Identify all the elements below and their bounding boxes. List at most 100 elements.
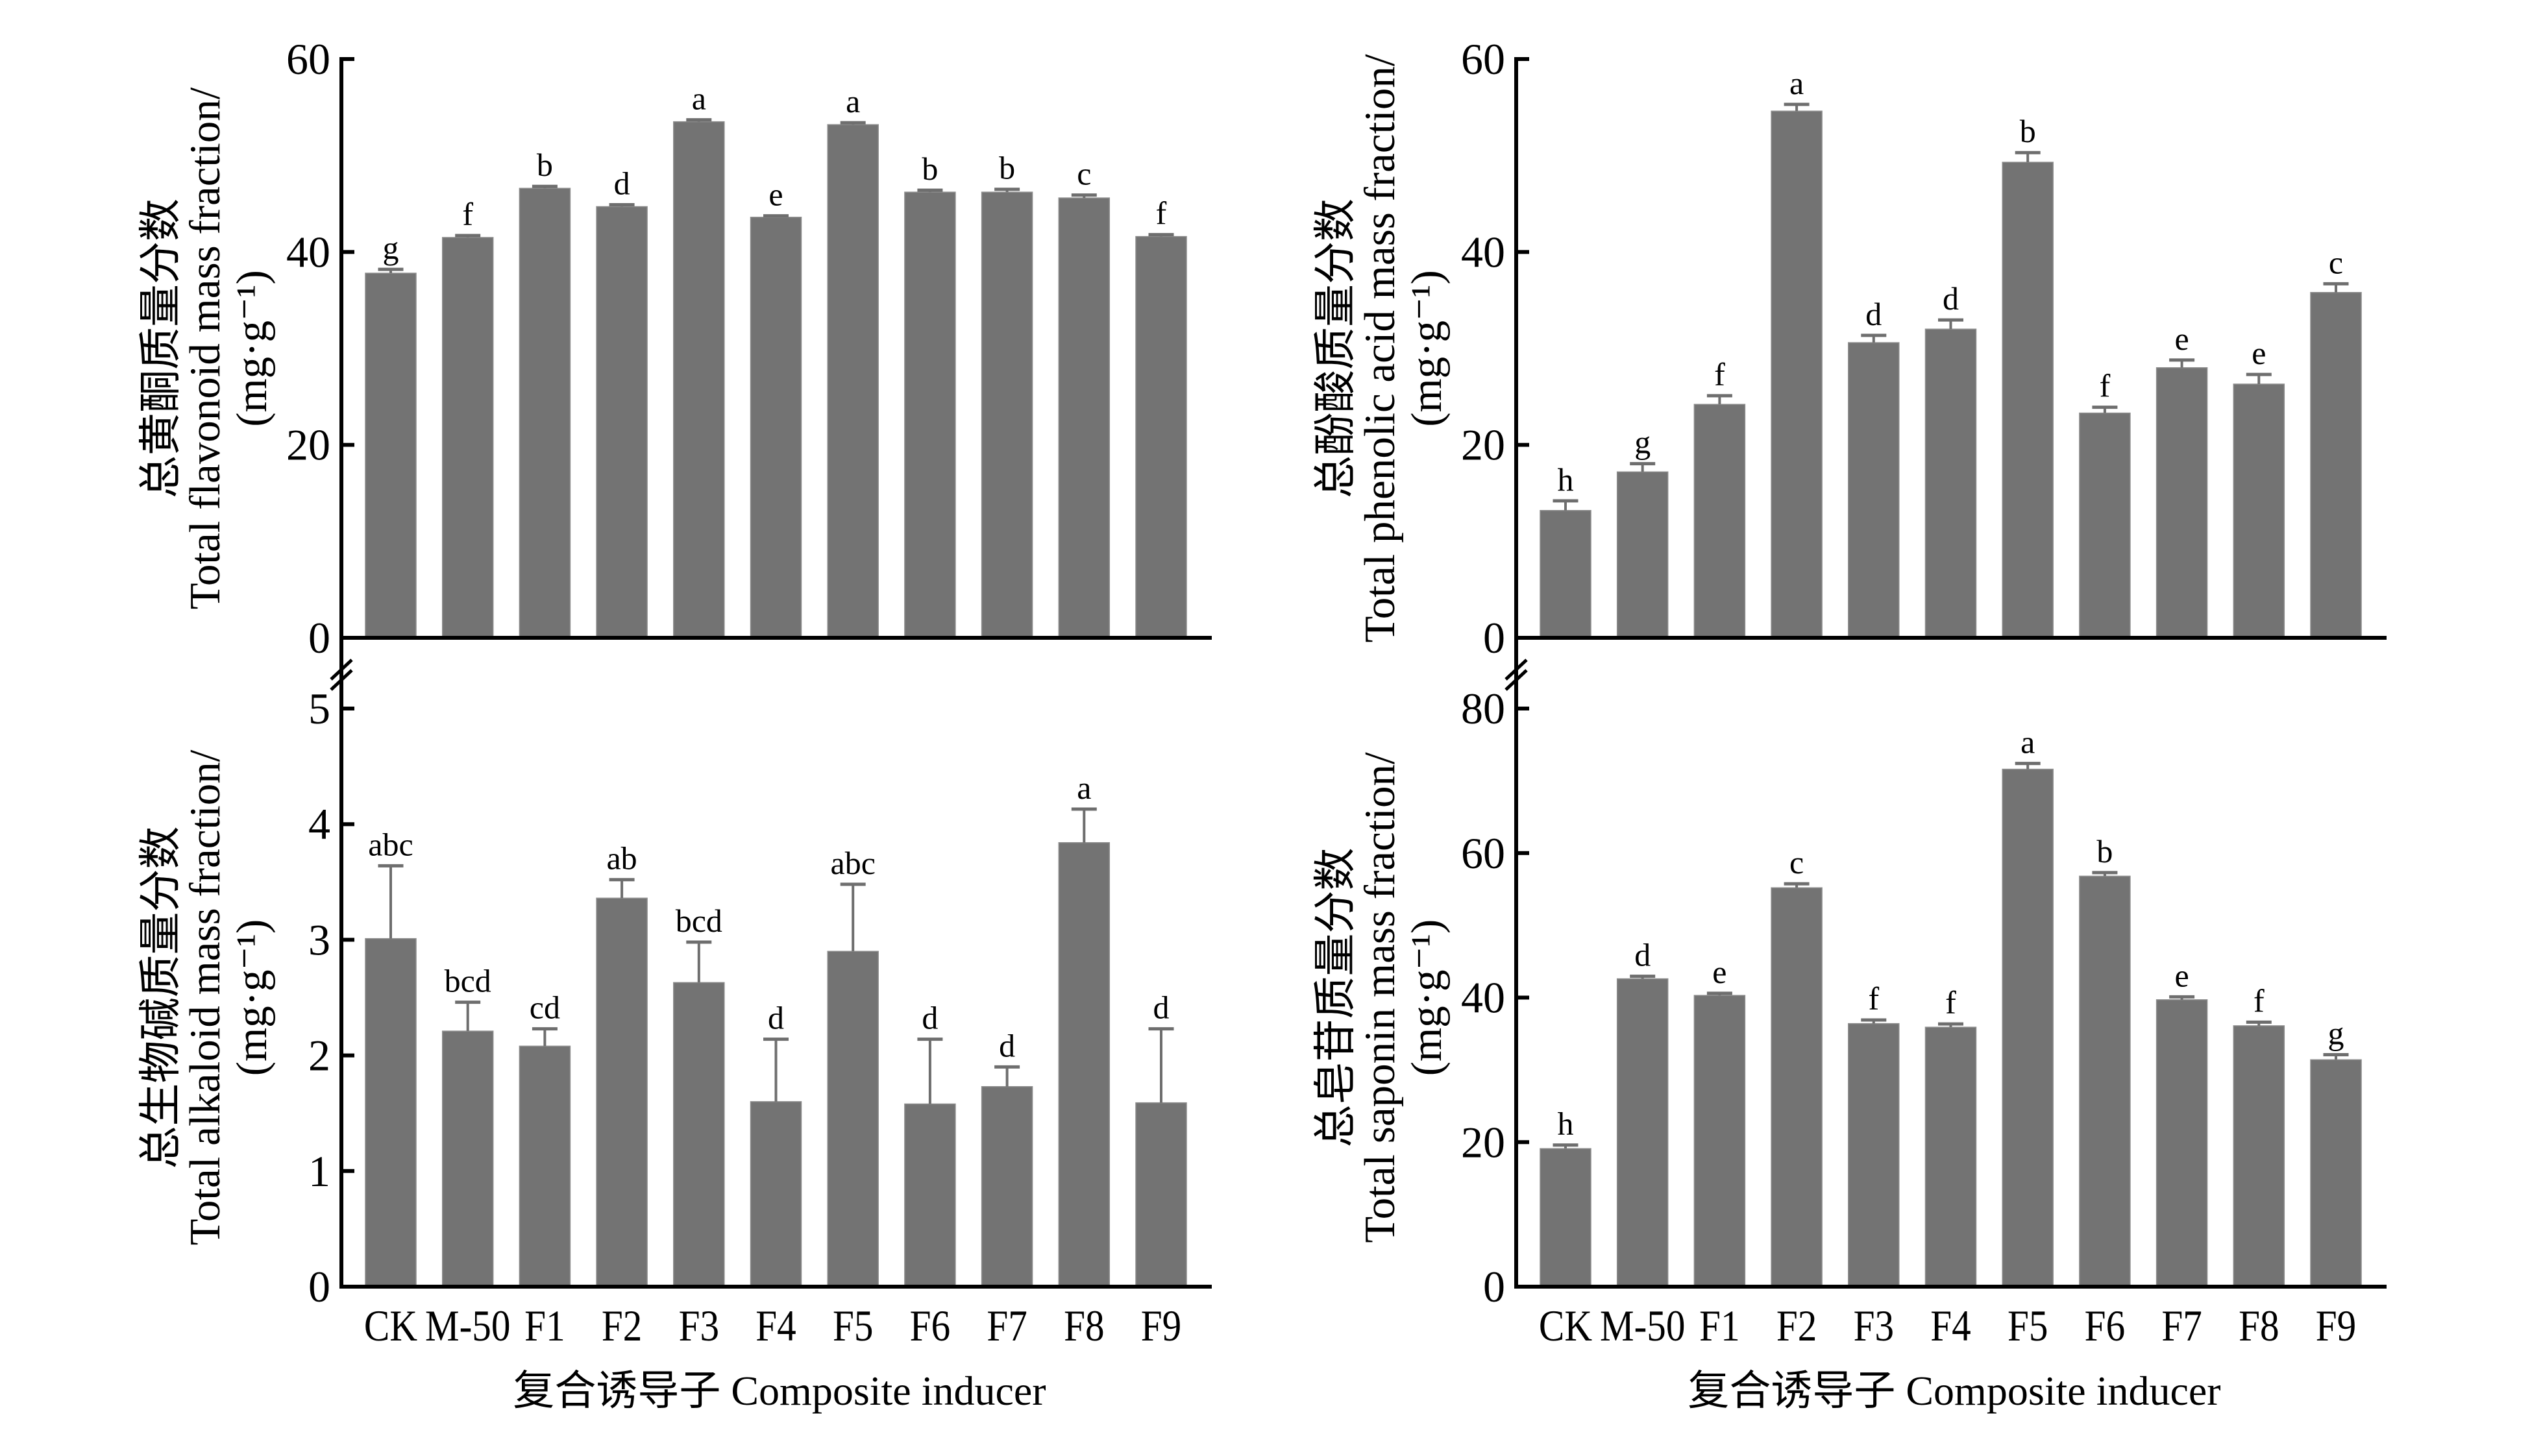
significance-label-f3: a bbox=[692, 80, 706, 117]
bar-f7 bbox=[2155, 999, 2208, 1287]
significance-label-f8: e bbox=[2252, 335, 2266, 371]
bar-f3 bbox=[673, 121, 725, 638]
ytick-label: 20 bbox=[1461, 420, 1505, 470]
panel-bottom-left: abc CK bcd M-50 cd F1 ab F2 bcd F3 d F4 abc F5 d F6 d F7 a… bbox=[138, 638, 1212, 1414]
significance-label-f1: b bbox=[537, 147, 553, 183]
bar-f6 bbox=[904, 191, 956, 638]
bar-f6 bbox=[2079, 412, 2131, 638]
y-axis-label-line-1: 总生物碱质量分数 bbox=[138, 827, 185, 1169]
xtick-label-f3: F3 bbox=[679, 1301, 719, 1350]
bar-f6 bbox=[904, 1103, 956, 1287]
ytick-label: 4 bbox=[308, 799, 330, 849]
xtick-label-f7: F7 bbox=[987, 1301, 1027, 1350]
significance-label-ck: abc bbox=[368, 826, 413, 862]
xtick-label-f2: F2 bbox=[1776, 1301, 1817, 1350]
bar-f2 bbox=[1771, 887, 1823, 1287]
bar-m-50 bbox=[1616, 471, 1669, 638]
axis-break-mark bbox=[1504, 659, 1528, 681]
bar-f1 bbox=[519, 1045, 571, 1287]
ytick-label: 80 bbox=[1461, 684, 1505, 733]
ytick-label: 60 bbox=[1461, 829, 1505, 878]
axis-break-mark bbox=[330, 669, 353, 691]
significance-label-m-50: d bbox=[1634, 937, 1651, 973]
xtick-label-ck: CK bbox=[364, 1301, 417, 1350]
xtick-label-f4: F4 bbox=[1930, 1301, 1971, 1350]
bar-f8 bbox=[2233, 1025, 2285, 1287]
significance-label-f2: ab bbox=[606, 840, 637, 877]
significance-label-f8: c bbox=[1077, 156, 1091, 192]
xtick-label-m-50: M-50 bbox=[1600, 1301, 1685, 1350]
y-axis-label-line-2: Total alkaloid mass fraction/ bbox=[181, 749, 229, 1245]
y-axis-label-line-3: (mg·g⁻¹) bbox=[1403, 270, 1451, 427]
bar-f2 bbox=[1771, 110, 1823, 638]
ytick-label: 5 bbox=[308, 684, 330, 733]
xtick-label-f9: F9 bbox=[1141, 1301, 1181, 1350]
bar-f2 bbox=[596, 206, 648, 638]
significance-label-f8: a bbox=[1077, 770, 1091, 806]
bar-f4 bbox=[1924, 328, 1977, 638]
significance-label-f1: cd bbox=[530, 989, 560, 1026]
significance-label-f3: d bbox=[1865, 296, 1882, 332]
significance-label-f2: c bbox=[1789, 844, 1804, 880]
significance-label-f7: e bbox=[2174, 957, 2189, 993]
ytick-label: 40 bbox=[1461, 973, 1505, 1023]
bar-f8 bbox=[1058, 197, 1111, 638]
ytick-label: 1 bbox=[308, 1147, 330, 1196]
significance-label-f4: d bbox=[768, 1000, 784, 1036]
ytick-label: 20 bbox=[286, 420, 330, 470]
bar-f1 bbox=[519, 188, 571, 638]
bar-f3 bbox=[673, 982, 725, 1287]
ytick-label: 0 bbox=[1483, 613, 1505, 662]
significance-label-f5: a bbox=[846, 83, 860, 119]
bar-f9 bbox=[2310, 1059, 2362, 1287]
bar-ck bbox=[1540, 510, 1591, 638]
y-axis-label-line-2: Total flavonoid mass fraction/ bbox=[181, 87, 229, 609]
ytick-label: 60 bbox=[286, 34, 330, 84]
y-axis-label-line-3: (mg·g⁻¹) bbox=[228, 270, 276, 427]
bar-f4 bbox=[1924, 1026, 1977, 1287]
significance-label-ck: g bbox=[383, 230, 399, 266]
ytick-label: 0 bbox=[1483, 1262, 1505, 1311]
bar-f1 bbox=[1693, 995, 1746, 1287]
bar-ck bbox=[1540, 1148, 1591, 1287]
bar-m-50 bbox=[1616, 978, 1669, 1287]
significance-label-ck: h bbox=[1558, 461, 1574, 498]
xtick-label-f8: F8 bbox=[2239, 1301, 2279, 1350]
significance-label-f6: f bbox=[2100, 368, 2111, 404]
significance-label-f3: bcd bbox=[676, 903, 722, 939]
xtick-label-m-50: M-50 bbox=[425, 1301, 510, 1350]
bar-f8 bbox=[1058, 842, 1111, 1287]
x-axis-title: 复合诱导子 Composite inducer bbox=[1688, 1368, 2220, 1414]
significance-label-f6: d bbox=[922, 1000, 938, 1036]
xtick-label-f8: F8 bbox=[1064, 1301, 1104, 1350]
xtick-label-f2: F2 bbox=[602, 1301, 642, 1350]
significance-label-f9: f bbox=[1156, 195, 1167, 232]
significance-label-f4: f bbox=[1945, 984, 1956, 1021]
panel-bottom-right: h CK d M-50 e F1 c F2 f F3 f F4 a F5 b F6 e F7 f F8 g F9 0 20 40… bbox=[1312, 638, 2387, 1414]
significance-label-f8: f bbox=[2254, 982, 2265, 1019]
significance-label-f5: abc bbox=[831, 845, 876, 881]
bar-f3 bbox=[1848, 1023, 1900, 1287]
significance-label-f7: b bbox=[999, 150, 1015, 186]
bar-f5 bbox=[2002, 162, 2054, 638]
significance-label-f6: b bbox=[922, 151, 938, 187]
bar-f4 bbox=[750, 217, 802, 638]
bar-m-50 bbox=[441, 237, 494, 638]
y-axis-label-line-3: (mg·g⁻¹) bbox=[1403, 919, 1451, 1076]
xtick-label-f7: F7 bbox=[2161, 1301, 2202, 1350]
significance-label-f7: d bbox=[999, 1027, 1015, 1063]
ytick-label: 20 bbox=[1461, 1117, 1505, 1167]
bar-f9 bbox=[1135, 1102, 1187, 1287]
significance-label-m-50: bcd bbox=[445, 963, 491, 999]
significance-label-f9: c bbox=[2329, 244, 2343, 280]
significance-label-ck: h bbox=[1558, 1106, 1574, 1142]
bar-f7 bbox=[981, 1086, 1033, 1287]
significance-label-f9: g bbox=[2328, 1015, 2344, 1051]
significance-label-f1: e bbox=[1712, 954, 1726, 990]
ytick-label: 3 bbox=[308, 915, 330, 964]
xtick-label-f6: F6 bbox=[910, 1301, 950, 1350]
axis-break-mark bbox=[1504, 669, 1528, 691]
ytick-label: 60 bbox=[1461, 34, 1505, 84]
